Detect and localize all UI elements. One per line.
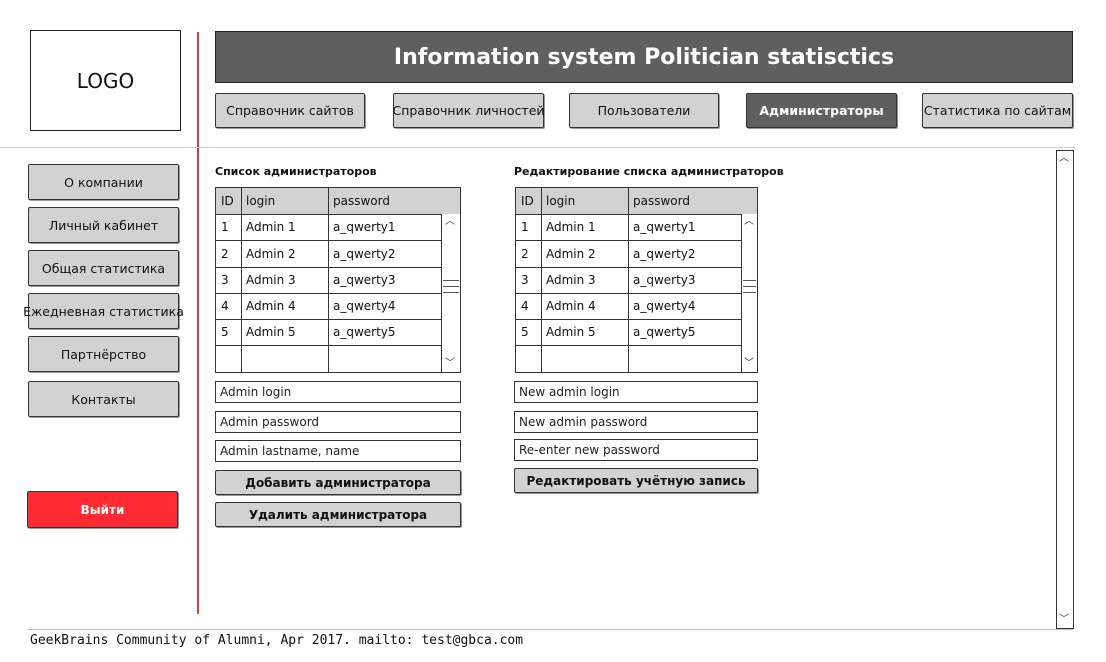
cell-login: Admin 4 bbox=[246, 299, 296, 313]
scroll-thumb[interactable] bbox=[743, 286, 756, 287]
table-row[interactable]: 4 Admin 4 a_qwerty4 bbox=[216, 293, 441, 320]
cell-login: Admin 5 bbox=[546, 325, 596, 339]
tab-sites[interactable]: Справочник сайтов bbox=[215, 93, 365, 128]
cell-id: 4 bbox=[221, 299, 229, 313]
table-row[interactable]: 2 Admin 2 a_qwerty2 bbox=[516, 241, 741, 268]
table-row[interactable]: 1 Admin 1 a_qwerty1 bbox=[216, 214, 441, 241]
table-row[interactable]: 5 Admin 5 a_qwerty5 bbox=[516, 319, 741, 346]
column-header-id: ID bbox=[521, 194, 534, 208]
sidebar-item-general-stats[interactable]: Общая статистика bbox=[28, 250, 179, 286]
cell-login: Admin 4 bbox=[546, 299, 596, 313]
page-scrollbar[interactable]: ︿ ﹀ bbox=[1056, 150, 1074, 629]
logout-button[interactable]: Выйти bbox=[27, 491, 178, 528]
cell-password: a_qwerty2 bbox=[333, 247, 396, 261]
scroll-thumb[interactable] bbox=[443, 280, 459, 281]
cell-password: a_qwerty2 bbox=[633, 247, 696, 261]
reenter-password-input[interactable]: Re-enter new password bbox=[514, 439, 758, 461]
footer-text: GeekBrains Community of Alumni, Apr 2017… bbox=[30, 633, 524, 648]
tab-persons[interactable]: Справочник личностей bbox=[393, 93, 545, 128]
scroll-thumb[interactable] bbox=[443, 286, 459, 287]
tab-site-statistics[interactable]: Статистика по сайтам bbox=[922, 93, 1073, 128]
cell-password: a_qwerty4 bbox=[633, 299, 696, 313]
cell-password: a_qwerty5 bbox=[633, 325, 696, 339]
cell-login: Admin 3 bbox=[546, 273, 596, 287]
table-row[interactable]: 2 Admin 2 a_qwerty2 bbox=[216, 241, 441, 268]
cell-login: Admin 5 bbox=[246, 325, 296, 339]
chevron-down-icon[interactable]: ﹀ bbox=[744, 358, 754, 369]
cell-id: 4 bbox=[521, 299, 529, 313]
cell-login: Admin 1 bbox=[246, 220, 296, 234]
new-admin-password-input[interactable]: New admin password bbox=[514, 411, 758, 433]
table-row[interactable]: 3 Admin 3 a_qwerty3 bbox=[516, 267, 741, 294]
delete-admin-button[interactable]: Удалить администратора bbox=[215, 502, 461, 527]
cell-id: 5 bbox=[221, 325, 229, 339]
scroll-thumb[interactable] bbox=[743, 292, 756, 293]
cell-password: a_qwerty5 bbox=[333, 325, 396, 339]
admin-list-title: Список администраторов bbox=[215, 165, 377, 178]
table-row[interactable]: 4 Admin 4 a_qwerty4 bbox=[516, 293, 741, 320]
cell-login: Admin 2 bbox=[546, 247, 596, 261]
page-title: Information system Politician statisctic… bbox=[215, 31, 1073, 83]
cell-login: Admin 3 bbox=[246, 273, 296, 287]
add-admin-button[interactable]: Добавить администратора bbox=[215, 470, 461, 495]
table-scrollbar[interactable]: ︿ ﹀ bbox=[441, 214, 460, 372]
cell-password: a_qwerty3 bbox=[633, 273, 696, 287]
sidebar-item-contacts[interactable]: Контакты bbox=[28, 381, 179, 417]
admin-list-table: ID login password 1 Admin 1 a_qwerty1 2 … bbox=[215, 187, 461, 373]
table-scrollbar[interactable]: ︿ ﹀ bbox=[741, 214, 757, 372]
horizontal-divider bbox=[0, 147, 1075, 148]
admin-password-input[interactable]: Admin password bbox=[215, 411, 461, 433]
table-row-empty bbox=[516, 345, 741, 371]
table-row[interactable]: 1 Admin 1 a_qwerty1 bbox=[516, 214, 741, 241]
chevron-down-icon[interactable]: ﹀ bbox=[1059, 614, 1069, 625]
column-header-password: password bbox=[633, 194, 690, 208]
sidebar-item-daily-stats[interactable]: Ежедневная статистика bbox=[23, 293, 184, 329]
vertical-divider bbox=[197, 32, 199, 614]
scroll-thumb[interactable] bbox=[443, 292, 459, 293]
cell-id: 5 bbox=[521, 325, 529, 339]
cell-id: 1 bbox=[521, 220, 529, 234]
new-admin-login-input[interactable]: New admin login bbox=[514, 381, 758, 403]
table-header: ID login password bbox=[516, 188, 757, 215]
cell-password: a_qwerty4 bbox=[333, 299, 396, 313]
cell-id: 2 bbox=[521, 247, 529, 261]
footer-divider bbox=[28, 629, 1073, 630]
admin-edit-table: ID login password 1 Admin 1 a_qwerty1 2 … bbox=[515, 187, 758, 373]
cell-id: 3 bbox=[521, 273, 529, 287]
table-row[interactable]: 3 Admin 3 a_qwerty3 bbox=[216, 267, 441, 294]
sidebar-item-account[interactable]: Личный кабинет bbox=[28, 207, 179, 243]
cell-login: Admin 2 bbox=[246, 247, 296, 261]
column-header-id: ID bbox=[221, 194, 234, 208]
column-header-login: login bbox=[546, 194, 576, 208]
table-row-empty bbox=[216, 345, 441, 371]
admin-name-input[interactable]: Admin lastname, name bbox=[215, 440, 461, 462]
cell-id: 2 bbox=[221, 247, 229, 261]
chevron-up-icon[interactable]: ︿ bbox=[445, 216, 455, 227]
sidebar-item-partnership[interactable]: Партнёрство bbox=[28, 336, 179, 372]
table-row[interactable]: 5 Admin 5 a_qwerty5 bbox=[216, 319, 441, 346]
scroll-thumb[interactable] bbox=[743, 280, 756, 281]
cell-id: 1 bbox=[221, 220, 229, 234]
cell-password: a_qwerty3 bbox=[333, 273, 396, 287]
table-header: ID login password bbox=[216, 188, 460, 215]
sidebar-item-about[interactable]: О компании bbox=[28, 164, 179, 200]
chevron-up-icon[interactable]: ︿ bbox=[1059, 153, 1069, 164]
logo: LOGO bbox=[30, 30, 181, 131]
admin-login-input[interactable]: Admin login bbox=[215, 381, 461, 403]
chevron-up-icon[interactable]: ︿ bbox=[744, 216, 754, 227]
cell-login: Admin 1 bbox=[546, 220, 596, 234]
column-header-login: login bbox=[246, 194, 276, 208]
admin-edit-title: Редактирование списка администраторов bbox=[514, 165, 784, 178]
cell-password: a_qwerty1 bbox=[633, 220, 696, 234]
edit-account-button[interactable]: Редактировать учётную запись bbox=[514, 468, 758, 493]
cell-password: a_qwerty1 bbox=[333, 220, 396, 234]
tab-administrators[interactable]: Администраторы bbox=[746, 93, 897, 128]
cell-id: 3 bbox=[221, 273, 229, 287]
tab-users[interactable]: Пользователи bbox=[569, 93, 719, 128]
chevron-down-icon[interactable]: ﹀ bbox=[445, 358, 455, 369]
column-header-password: password bbox=[333, 194, 390, 208]
